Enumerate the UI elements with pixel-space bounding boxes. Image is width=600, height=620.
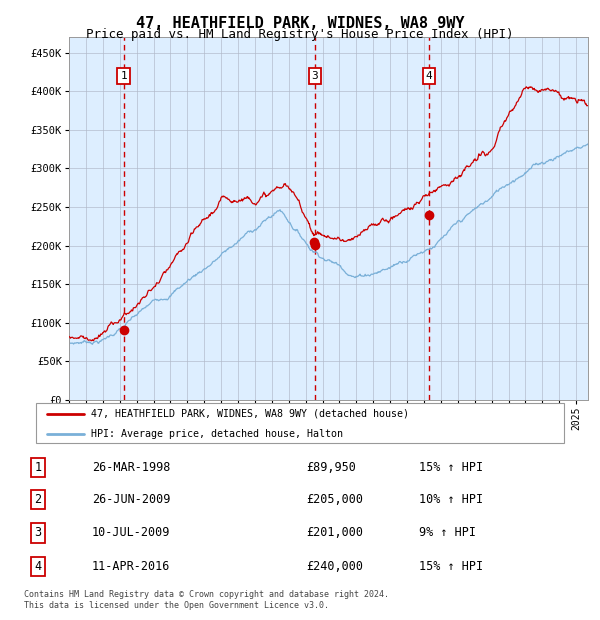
Text: 11-APR-2016: 11-APR-2016: [92, 560, 170, 573]
Text: 26-MAR-1998: 26-MAR-1998: [92, 461, 170, 474]
Text: 10% ↑ HPI: 10% ↑ HPI: [419, 493, 483, 506]
Text: 47, HEATHFIELD PARK, WIDNES, WA8 9WY (detached house): 47, HEATHFIELD PARK, WIDNES, WA8 9WY (de…: [91, 409, 409, 419]
Text: 1: 1: [35, 461, 41, 474]
Text: HPI: Average price, detached house, Halton: HPI: Average price, detached house, Halt…: [91, 429, 343, 439]
Text: £205,000: £205,000: [306, 493, 363, 506]
FancyBboxPatch shape: [36, 403, 564, 443]
Text: 10-JUL-2009: 10-JUL-2009: [92, 526, 170, 539]
Text: 47, HEATHFIELD PARK, WIDNES, WA8 9WY: 47, HEATHFIELD PARK, WIDNES, WA8 9WY: [136, 16, 464, 30]
Text: 3: 3: [311, 71, 318, 81]
Text: £201,000: £201,000: [306, 526, 363, 539]
Text: 15% ↑ HPI: 15% ↑ HPI: [419, 560, 483, 573]
Text: 4: 4: [35, 560, 41, 573]
Text: £89,950: £89,950: [306, 461, 356, 474]
Text: 15% ↑ HPI: 15% ↑ HPI: [419, 461, 483, 474]
Text: 1: 1: [120, 71, 127, 81]
Text: 3: 3: [35, 526, 41, 539]
Text: Contains HM Land Registry data © Crown copyright and database right 2024.
This d: Contains HM Land Registry data © Crown c…: [24, 590, 389, 609]
Text: 26-JUN-2009: 26-JUN-2009: [92, 493, 170, 506]
Text: 2: 2: [35, 493, 41, 506]
Text: Price paid vs. HM Land Registry's House Price Index (HPI): Price paid vs. HM Land Registry's House …: [86, 28, 514, 41]
Text: 4: 4: [425, 71, 432, 81]
Text: 9% ↑ HPI: 9% ↑ HPI: [419, 526, 476, 539]
Text: £240,000: £240,000: [306, 560, 363, 573]
